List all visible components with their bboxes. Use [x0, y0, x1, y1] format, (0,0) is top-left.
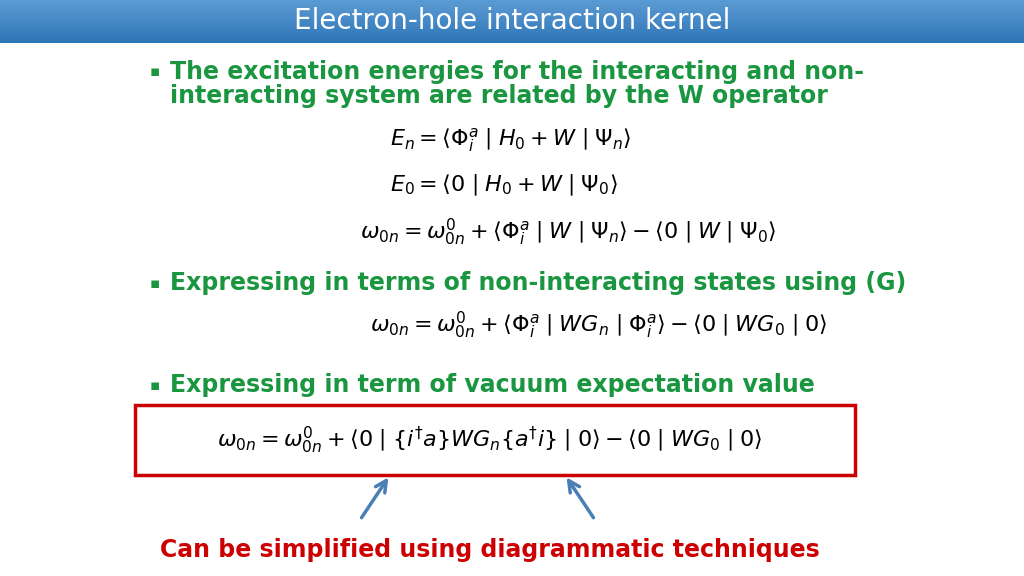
- Bar: [0, 33, 1024, 36]
- Bar: [0, 3, 1024, 5]
- Bar: [0, 28, 1024, 30]
- Bar: [0, 0, 1024, 42]
- Bar: [0, 25, 1024, 27]
- Text: The excitation energies for the interacting and non-: The excitation energies for the interact…: [170, 60, 864, 84]
- Text: ▪: ▪: [150, 377, 160, 392]
- Bar: [0, 4, 1024, 6]
- Text: Expressing in terms of non-interacting states using (G): Expressing in terms of non-interacting s…: [170, 271, 906, 295]
- Text: ▪: ▪: [150, 65, 160, 79]
- Text: $E_n =\langle\Phi_i^a\mid H_0+W\mid\Psi_n\rangle$: $E_n =\langle\Phi_i^a\mid H_0+W\mid\Psi_…: [390, 126, 632, 154]
- Text: $\omega_{0n} =\omega_{0n}^0+\langle\Phi_i^a\mid WG_n\mid\Phi_i^a\rangle-\langle : $\omega_{0n} =\omega_{0n}^0+\langle\Phi_…: [370, 309, 827, 340]
- Bar: [0, 35, 1024, 37]
- Bar: [0, 7, 1024, 9]
- Bar: [0, 1, 1024, 3]
- Bar: [0, 18, 1024, 20]
- Text: $E_0 =\langle 0\mid H_0+W\mid\Psi_0\rangle$: $E_0 =\langle 0\mid H_0+W\mid\Psi_0\rang…: [390, 172, 617, 198]
- Bar: [0, 11, 1024, 13]
- Bar: [0, 10, 1024, 12]
- Text: Expressing in term of vacuum expectation value: Expressing in term of vacuum expectation…: [170, 373, 815, 397]
- Bar: [0, 6, 1024, 7]
- Text: Can be simplified using diagrammatic techniques: Can be simplified using diagrammatic tec…: [160, 538, 820, 562]
- Bar: [0, 13, 1024, 14]
- Text: $\omega_{0n} =\omega_{0n}^0+\langle\Phi_i^a\mid W\mid\Psi_n\rangle-\langle 0\mid: $\omega_{0n} =\omega_{0n}^0+\langle\Phi_…: [360, 217, 776, 248]
- Bar: [0, 20, 1024, 21]
- Bar: [0, 29, 1024, 31]
- Bar: [0, 16, 1024, 17]
- Bar: [0, 0, 1024, 2]
- Text: ▪: ▪: [150, 275, 160, 290]
- Bar: [0, 17, 1024, 18]
- Bar: [0, 26, 1024, 28]
- Bar: [0, 40, 1024, 43]
- Text: interacting system are related by the W operator: interacting system are related by the W …: [170, 84, 827, 108]
- Bar: [0, 36, 1024, 38]
- Bar: [0, 32, 1024, 34]
- Bar: [0, 39, 1024, 41]
- Bar: [0, 22, 1024, 24]
- Bar: [0, 14, 1024, 16]
- Bar: [0, 31, 1024, 33]
- Text: Electron-hole interaction kernel: Electron-hole interaction kernel: [294, 7, 730, 35]
- Bar: [0, 21, 1024, 23]
- Bar: [0, 24, 1024, 26]
- Bar: [0, 9, 1024, 10]
- Bar: [135, 405, 855, 475]
- Bar: [0, 38, 1024, 40]
- Text: $\omega_{0n} =\omega_{0n}^0+\langle 0\mid\{i^{\dagger}a\}WG_n\{a^{\dagger}i\}\mi: $\omega_{0n} =\omega_{0n}^0+\langle 0\mi…: [217, 425, 763, 456]
